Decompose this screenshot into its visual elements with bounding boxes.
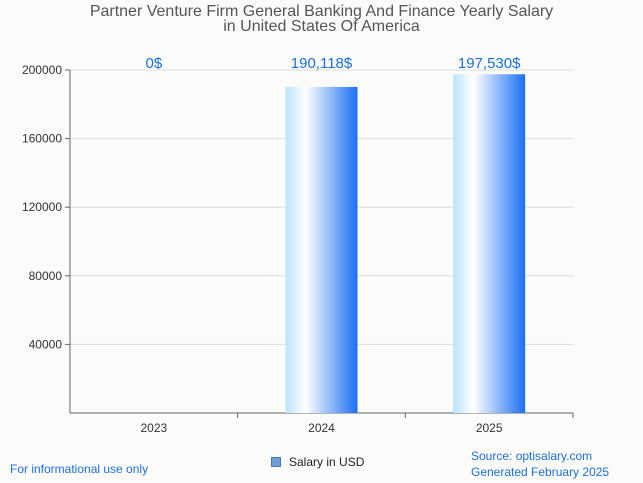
legend-swatch [271,457,281,467]
disclaimer-text: For informational use only [10,462,148,476]
legend-label: Salary in USD [289,455,364,469]
source-text[interactable]: Source: optisalary.com [471,448,609,464]
y-tick-label: 40000 [29,337,63,351]
data-label: 197,530$ [458,55,521,72]
x-tick-label: 2024 [308,421,335,435]
y-tick-label: 120000 [22,200,62,214]
source-info: Source: optisalary.com Generated Februar… [471,448,609,480]
y-tick-label: 80000 [29,269,63,283]
x-tick-label: 2025 [476,421,503,435]
x-tick-label: 2023 [140,421,167,435]
data-label: 0$ [145,55,162,72]
y-tick-label: 200000 [22,63,62,77]
bar [453,74,525,413]
legend[interactable]: Salary in USD [271,455,364,469]
bar-chart: 40000 80000 120000 160000 200000 2023 0$ 2024 19… [0,0,643,483]
generated-date: Generated February 2025 [471,464,609,480]
y-tick-label: 160000 [22,132,62,146]
data-label: 190,118$ [291,55,353,72]
bar [286,87,358,413]
